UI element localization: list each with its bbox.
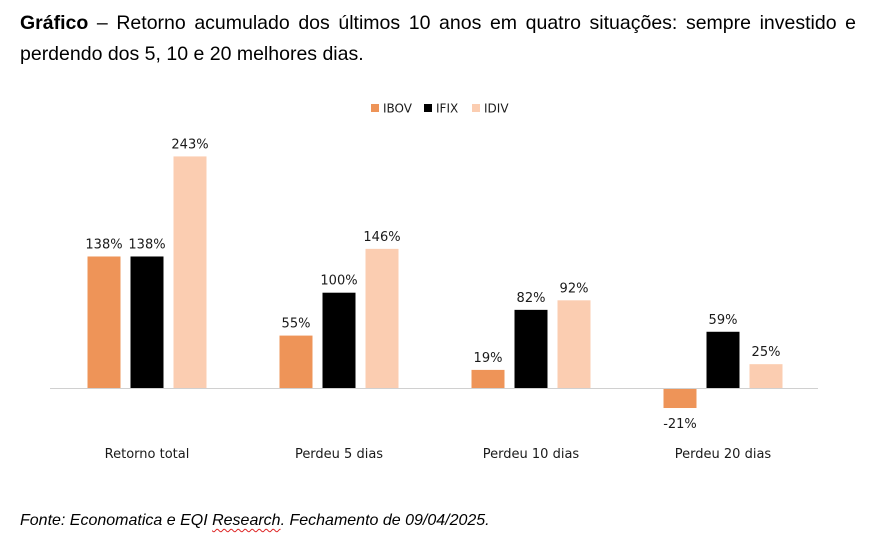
caption-bold: Gráfico — [20, 12, 89, 34]
category-label-2: Perdeu 5 dias — [295, 447, 383, 462]
legend-label-ibov: IBOV — [383, 102, 413, 116]
legend-label-ifix: IFIX — [436, 102, 458, 116]
category-label-1: Retorno total — [105, 447, 190, 462]
legend-swatch-idiv — [472, 104, 480, 112]
value-label-ifix-4: 59% — [709, 313, 738, 328]
bar-ifix-4 — [706, 331, 740, 388]
value-label-idiv-3: 92% — [560, 281, 589, 296]
legend-swatch-ibov — [371, 104, 379, 112]
bar-idiv-3 — [557, 300, 591, 388]
value-label-ibov-1: 138% — [85, 237, 122, 252]
bar-ibov-4 — [663, 388, 697, 409]
source-part-3: . Fechamento de 09/04/2025. — [280, 512, 490, 529]
chart-category-labels: Retorno total Perdeu 5 dias Perdeu 10 dias… — [105, 447, 772, 462]
value-label-ifix-1: 138% — [128, 237, 165, 252]
value-label-idiv-4: 25% — [752, 345, 781, 360]
value-label-ibov-4: -21% — [663, 417, 697, 432]
value-label-ibov-3: 19% — [474, 351, 503, 366]
legend-swatch-ifix — [424, 104, 432, 112]
bar-ifix-3 — [514, 309, 548, 388]
value-label-idiv-2: 146% — [363, 230, 400, 245]
chart-caption: Gráfico – Retorno acumulado dos últimos … — [20, 8, 856, 70]
source-note: Fonte: Economatica e EQI Research. Fecha… — [20, 511, 490, 531]
value-label-idiv-1: 243% — [171, 137, 208, 152]
category-label-3: Perdeu 10 dias — [483, 447, 580, 462]
source-part-1: Fonte: Economatica e EQI — [20, 512, 213, 529]
bar-idiv-2 — [365, 248, 399, 388]
caption-text: – Retorno acumulado dos últimos 10 anos … — [20, 12, 856, 65]
bar-idiv-1 — [173, 156, 207, 388]
legend-label-idiv: IDIV — [484, 102, 509, 116]
chart-bars — [87, 156, 783, 409]
bar-ifix-1 — [130, 256, 164, 388]
value-label-ibov-2: 55% — [282, 317, 311, 332]
source-part-research: Research — [212, 512, 281, 529]
bar-idiv-4 — [749, 364, 783, 388]
chart-legend: IBOV IFIX IDIV — [371, 102, 509, 116]
value-label-ifix-3: 82% — [517, 291, 546, 306]
bar-ibov-1 — [87, 256, 121, 388]
bar-ibov-2 — [279, 335, 313, 388]
category-label-4: Perdeu 20 dias — [675, 447, 772, 462]
value-label-ifix-2: 100% — [320, 274, 357, 289]
bar-ibov-3 — [471, 369, 505, 388]
bar-ifix-2 — [322, 292, 356, 388]
chart-value-labels: 138% 138% 243% 55% 100% 146% 19% 82% 92% -21% 59% 2… — [85, 137, 780, 432]
